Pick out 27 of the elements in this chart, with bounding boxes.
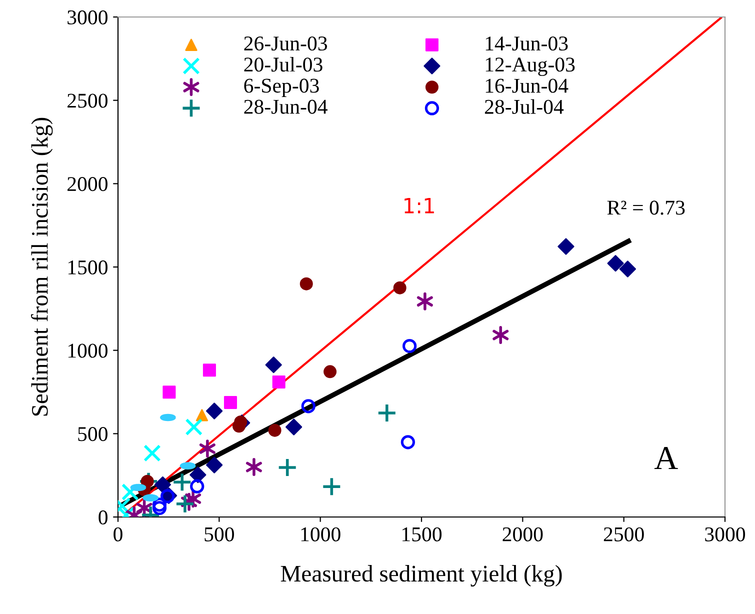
x-tick-label: 3000 <box>705 527 746 542</box>
x-tick-label: 2000 <box>502 527 543 542</box>
y-tick-label: 2000 <box>68 177 108 192</box>
y-tick-label: 1500 <box>68 260 108 274</box>
y-tick-label: 1000 <box>68 344 108 358</box>
legend-label: 20-Jul-03 <box>244 56 322 72</box>
x-tick-label: 1000 <box>301 527 340 542</box>
y-axis-title: Sediment from rill incision (kg) <box>31 118 53 416</box>
y-tick-label: 500 <box>78 427 108 442</box>
x-tick-label: 1500 <box>402 527 442 542</box>
x-tick-label: 0 <box>114 527 122 542</box>
annotation: A <box>654 447 678 470</box>
legend-label: 28-Jul-04 <box>484 99 564 114</box>
y-tick-label: 3000 <box>68 10 108 24</box>
x-axis-title: Measured sediment yield (kg) <box>280 565 562 587</box>
annotation: R² = 0.73 <box>607 200 685 215</box>
legend-label: 6-Sep-03 <box>244 78 319 97</box>
legend-label: 16-Jun-04 <box>486 78 568 93</box>
x-tick-label: 2500 <box>604 527 644 542</box>
y-tick-label: 2500 <box>68 94 108 108</box>
legend-label: 12-Aug-03 <box>486 58 575 76</box>
legend-label: 14-Jun-03 <box>486 36 568 51</box>
y-tick-label: 0 <box>98 510 108 524</box>
legend-label: 28-Jun-04 <box>244 100 328 114</box>
legend-label: 26-Jun-03 <box>244 36 327 51</box>
annotation: 1:1 <box>404 198 434 214</box>
x-tick-label: 500 <box>204 527 234 542</box>
